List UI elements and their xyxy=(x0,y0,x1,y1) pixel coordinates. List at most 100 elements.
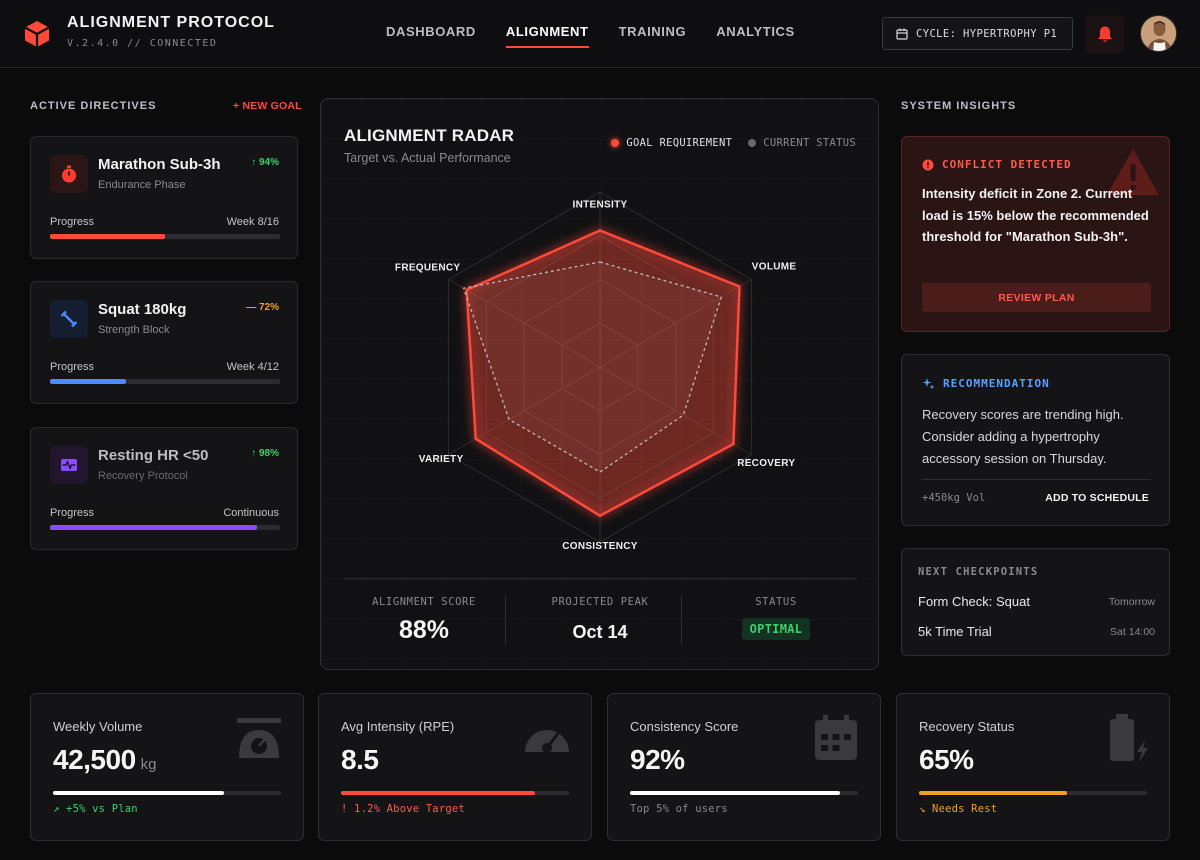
metric-title: Weekly Volume xyxy=(53,719,143,734)
alignment-score-label: ALIGNMENT SCORE xyxy=(372,596,476,608)
battery-icon xyxy=(1110,714,1148,762)
current-status-series xyxy=(462,261,723,473)
calendar-icon xyxy=(815,715,857,760)
metric-title: Consistency Score xyxy=(630,719,739,734)
bell-icon xyxy=(1098,26,1112,42)
goal-trend: ↑ 94% xyxy=(251,157,279,168)
status-label: STATUS xyxy=(755,596,797,608)
conflict-title: CONFLICT DETECTED xyxy=(942,158,1072,171)
checkpoint-item[interactable]: Form Check: Squat Tomorrow xyxy=(918,594,1155,609)
user-portrait-icon xyxy=(1141,16,1176,51)
metric-unit: kg xyxy=(140,756,157,773)
metric-number: 65% xyxy=(919,744,974,775)
metric-footnote: Top 5% of users xyxy=(630,803,728,815)
radar-axis-label: FREQUENCY xyxy=(395,263,461,274)
alignment-radar-panel: INTENSITY VOLUME RECOVERY CONSISTENCY VARIET… xyxy=(320,98,879,670)
goal-progress-fill xyxy=(50,525,257,530)
checkpoint-name: 5k Time Trial xyxy=(918,624,992,639)
cycle-selector[interactable]: CYCLE: HYPERTROPHY P1 xyxy=(882,17,1073,50)
app-version: V.2.4.0 // CONNECTED xyxy=(67,38,218,49)
goal-subtitle: Recovery Protocol xyxy=(98,470,188,482)
goal-card-squat[interactable]: Squat 180kg Strength Block — 72% Progres… xyxy=(30,281,298,404)
checkpoint-name: Form Check: Squat xyxy=(918,594,1030,609)
goal-card-marathon[interactable]: Marathon Sub-3h Endurance Phase ↑ 94% Pr… xyxy=(30,136,298,259)
metric-footnote: ↘ Needs Rest xyxy=(919,803,998,815)
goal-card-resting-hr[interactable]: Resting HR <50 Recovery Protocol ↑ 98% P… xyxy=(30,427,298,550)
alignment-score-value: 88% xyxy=(398,616,450,644)
checkpoint-time: Tomorrow xyxy=(1108,595,1155,608)
metric-value: 42,500 kg xyxy=(53,744,156,776)
conflict-text: Intensity deficit in Zone 2. Current loa… xyxy=(922,186,1149,244)
conflict-header: CONFLICT DETECTED xyxy=(922,158,1072,171)
heart-rate-icon xyxy=(50,446,88,484)
dumbbell-icon xyxy=(50,300,88,338)
metric-value: 65% xyxy=(919,744,979,776)
alignment-score-stat: ALIGNMENT SCORE 88% xyxy=(344,579,504,669)
goal-progress-label: Progress xyxy=(50,216,95,228)
user-avatar[interactable] xyxy=(1140,15,1177,52)
nav-training[interactable]: TRAINING xyxy=(618,24,687,39)
goal-progress-bar xyxy=(50,234,280,239)
add-to-schedule-button[interactable]: ADD TO SCHEDULE xyxy=(1045,492,1149,504)
app-title: ALIGNMENT PROTOCOL xyxy=(67,14,275,31)
notifications-button[interactable] xyxy=(1086,15,1124,53)
new-goal-button[interactable]: + NEW GOAL xyxy=(233,100,302,112)
radar-axis-label: CONSISTENCY xyxy=(562,541,638,552)
checkpoints-header: NEXT CHECKPOINTS xyxy=(918,566,1039,578)
nav-analytics[interactable]: ANALYTICS xyxy=(716,24,795,39)
warning-triangle-icon xyxy=(1107,149,1159,195)
metric-progress-bar xyxy=(53,791,281,795)
stopwatch-icon xyxy=(50,155,88,193)
metric-card-avg-intensity: Avg Intensity (RPE) 8.5 ! 1.2% Above Tar… xyxy=(318,693,592,841)
cycle-label: CYCLE: HYPERTROPHY P1 xyxy=(916,27,1058,40)
goal-subtitle: Strength Block xyxy=(98,324,170,336)
radar-axis-label: RECOVERY xyxy=(737,458,795,469)
projected-peak-stat: PROJECTED PEAK Oct 14 xyxy=(511,579,689,669)
recommendation-header: RECOMMENDATION xyxy=(922,377,1050,390)
legend-current-dot xyxy=(748,139,757,147)
metric-number: 42,500 xyxy=(53,744,136,775)
goal-subtitle: Endurance Phase xyxy=(98,179,186,191)
metric-number: 92% xyxy=(630,744,685,775)
top-header: ALIGNMENT PROTOCOL V.2.4.0 // CONNECTED … xyxy=(0,0,1200,68)
radar-divider xyxy=(344,578,857,579)
projected-peak-label: PROJECTED PEAK xyxy=(551,596,649,608)
main-nav: DASHBOARD ALIGNMENT TRAINING ANALYTICS xyxy=(386,24,795,48)
radar-legend: GOAL REQUIREMENT CURRENT STATUS xyxy=(611,137,856,149)
goal-requirement-series xyxy=(465,229,741,517)
metric-progress-bar xyxy=(630,791,858,795)
nav-alignment[interactable]: ALIGNMENT xyxy=(505,24,589,48)
goal-progress-week: Continuous xyxy=(223,507,279,519)
stat-separator xyxy=(681,595,682,645)
radar-title: ALIGNMENT RADAR xyxy=(344,126,515,145)
insights-heading: SYSTEM INSIGHTS xyxy=(901,100,1017,112)
checkpoints-card: NEXT CHECKPOINTS Form Check: Squat Tomor… xyxy=(901,548,1170,656)
metric-progress-fill xyxy=(630,791,840,795)
checkpoint-time: Sat 14:00 xyxy=(1110,625,1155,638)
legend-goal-dot xyxy=(611,139,620,147)
review-plan-button[interactable]: REVIEW PLAN xyxy=(922,283,1151,312)
legend-current-label: CURRENT STATUS xyxy=(763,137,856,149)
goal-progress-label: Progress xyxy=(50,507,95,519)
nav-dashboard[interactable]: DASHBOARD xyxy=(386,24,476,39)
recommendation-divider xyxy=(922,479,1151,480)
goal-trend: — 72% xyxy=(246,302,279,313)
radar-subtitle: Target vs. Actual Performance xyxy=(344,151,511,165)
radar-axis-label: INTENSITY xyxy=(573,200,628,211)
directives-heading: ACTIVE DIRECTIVES xyxy=(30,100,157,112)
checkpoint-item[interactable]: 5k Time Trial Sat 14:00 xyxy=(918,624,1155,639)
metric-progress-fill xyxy=(341,791,535,795)
metric-card-weekly-volume: Weekly Volume 42,500 kg ↗ +5% vs Plan xyxy=(30,693,304,841)
goal-progress-bar xyxy=(50,379,280,384)
cube-logo-icon xyxy=(24,21,50,47)
projected-peak-value: Oct 14 xyxy=(572,622,628,642)
metric-progress-bar xyxy=(919,791,1147,795)
goal-progress-week: Week 8/16 xyxy=(226,216,279,228)
metric-progress-bar xyxy=(341,791,569,795)
metric-title: Recovery Status xyxy=(919,719,1015,734)
goal-progress-fill xyxy=(50,234,165,239)
metric-footnote: ! 1.2% Above Target xyxy=(341,803,465,815)
status-stat: STATUS OPTIMAL xyxy=(691,579,861,669)
radar-axis-label: VARIETY xyxy=(419,454,464,465)
metric-progress-fill xyxy=(919,791,1068,795)
